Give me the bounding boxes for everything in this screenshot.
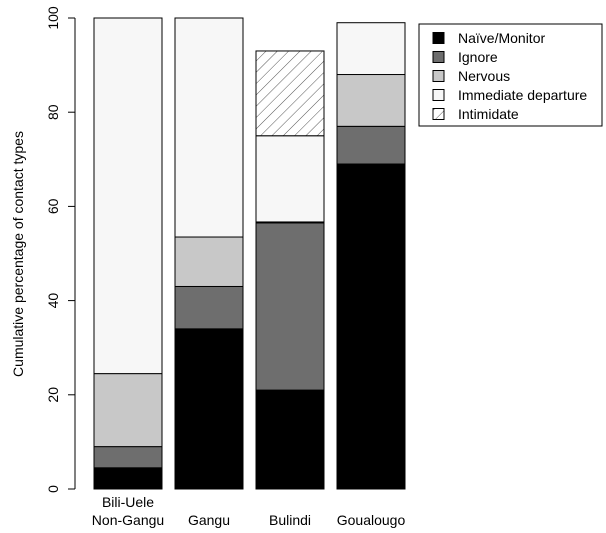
bar-segment bbox=[255, 389, 325, 490]
category-label: Non-Gangu bbox=[92, 512, 164, 528]
y-tick-label: 20 bbox=[45, 387, 61, 403]
category-labels: Bili-Uele Non-Gangu Gangu Bulindi Goualougo bbox=[92, 494, 406, 528]
legend-swatch bbox=[432, 70, 445, 82]
category-label: Bulindi bbox=[269, 512, 311, 528]
category-label: Gangu bbox=[188, 512, 230, 528]
legend-label: Ignore bbox=[458, 49, 498, 65]
category-label: Bili-Uele bbox=[102, 494, 154, 510]
bar-segment bbox=[255, 135, 325, 223]
legend-swatch bbox=[432, 51, 445, 63]
bar-segment bbox=[336, 22, 406, 76]
y-tick-label: 40 bbox=[45, 293, 61, 309]
bar-segment bbox=[93, 17, 163, 375]
y-axis-title: Cumulative percentage of contact types bbox=[10, 131, 26, 377]
category-label: Goualougo bbox=[337, 512, 406, 528]
bar-segment bbox=[174, 285, 244, 330]
y-tick-label: 80 bbox=[45, 104, 61, 120]
legend-swatch bbox=[432, 32, 445, 44]
legend-swatch bbox=[432, 89, 445, 101]
bar-segment bbox=[336, 163, 406, 490]
bar-segment bbox=[255, 50, 325, 137]
y-tick-label: 0 bbox=[45, 485, 61, 493]
bar-segment bbox=[93, 446, 163, 469]
bars-group bbox=[93, 17, 406, 490]
legend: Naïve/Monitor Ignore Nervous Immediate depa… bbox=[418, 23, 603, 127]
bar-segment bbox=[93, 373, 163, 448]
y-tick-label: 100 bbox=[45, 6, 61, 30]
bar-segment bbox=[174, 17, 244, 238]
y-axis: 0 20 40 60 80 100 bbox=[45, 6, 76, 493]
legend-label: Naïve/Monitor bbox=[458, 30, 545, 46]
bar-segment bbox=[174, 236, 244, 287]
legend-label: Intimidate bbox=[458, 106, 519, 122]
bar-segment bbox=[336, 74, 406, 127]
legend-label: Immediate departure bbox=[458, 87, 587, 103]
bar-segment bbox=[336, 125, 406, 165]
bar-segment bbox=[255, 222, 325, 391]
legend-swatch bbox=[432, 108, 445, 120]
y-tick-label: 60 bbox=[45, 198, 61, 214]
legend-label: Nervous bbox=[458, 68, 510, 84]
legend-box bbox=[418, 23, 603, 127]
bar-segment bbox=[174, 328, 244, 490]
bar-segment bbox=[93, 467, 163, 490]
